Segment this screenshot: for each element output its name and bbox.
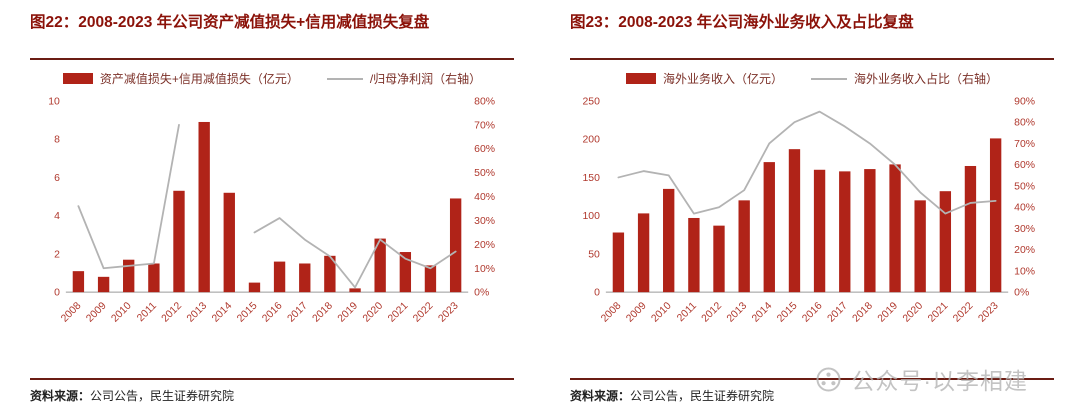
svg-text:2016: 2016 <box>800 300 824 324</box>
svg-text:150: 150 <box>582 173 600 184</box>
source-note: 资料来源：公司公告，民生证券研究院 <box>30 380 514 404</box>
svg-text:2008: 2008 <box>599 300 623 324</box>
line-swatch-icon <box>326 77 363 80</box>
svg-text:90%: 90% <box>1014 96 1035 107</box>
source-text: 公司公告，民生证券研究院 <box>630 389 775 403</box>
svg-text:0: 0 <box>594 288 600 299</box>
svg-text:2011: 2011 <box>675 300 699 324</box>
svg-text:60%: 60% <box>474 144 495 155</box>
svg-text:30%: 30% <box>474 216 495 227</box>
legend-item-line: 海外业务收入占比（右轴） <box>811 70 998 87</box>
legend-label: 海外业务收入占比（右轴） <box>854 72 999 86</box>
chart-title: 图23：2008-2023 年公司海外业务收入及占比复盘 <box>570 14 914 31</box>
line-swatch-icon <box>811 77 847 80</box>
chart-panel-impairment: 图22：2008-2023 年公司资产减值损失+信用减值损失复盘 资产减值损失+… <box>30 14 514 404</box>
svg-text:2020: 2020 <box>901 300 925 324</box>
svg-text:80%: 80% <box>1014 118 1035 129</box>
svg-text:0%: 0% <box>1014 288 1029 299</box>
svg-text:200: 200 <box>582 135 600 146</box>
legend-item-bars: 资产减值损失+信用减值损失（亿元） <box>62 70 299 87</box>
svg-text:2022: 2022 <box>411 300 435 324</box>
svg-text:2021: 2021 <box>386 300 410 324</box>
svg-text:2014: 2014 <box>750 300 774 324</box>
title-divider <box>30 58 514 60</box>
svg-text:2012: 2012 <box>700 300 724 324</box>
source-note: 资料来源：公司公告，民生证券研究院 <box>570 380 1054 404</box>
svg-text:40%: 40% <box>474 192 495 203</box>
title-divider <box>570 58 1054 60</box>
svg-text:50%: 50% <box>1014 181 1035 192</box>
svg-text:2018: 2018 <box>311 300 335 324</box>
svg-text:2017: 2017 <box>286 300 310 324</box>
legend-item-bars: 海外业务收入（亿元） <box>625 70 783 87</box>
svg-text:20%: 20% <box>474 240 495 251</box>
svg-text:0: 0 <box>54 288 60 299</box>
svg-text:2: 2 <box>54 249 60 260</box>
svg-text:100: 100 <box>582 211 600 222</box>
svg-text:2021: 2021 <box>926 300 950 324</box>
legend-label: 资产减值损失+信用减值损失（亿元） <box>99 72 299 86</box>
svg-text:2018: 2018 <box>851 300 875 324</box>
svg-text:80%: 80% <box>474 96 495 107</box>
svg-text:2023: 2023 <box>437 300 461 324</box>
svg-text:2019: 2019 <box>876 300 900 324</box>
footer-divider <box>30 378 514 380</box>
svg-text:70%: 70% <box>1014 139 1035 150</box>
svg-text:70%: 70% <box>474 120 495 131</box>
legend: 海外业务收入（亿元） 海外业务收入占比（右轴） <box>570 70 1054 87</box>
svg-text:30%: 30% <box>1014 224 1035 235</box>
legend: 资产减值损失+信用减值损失（亿元） /归母净利润（右轴） <box>30 70 514 87</box>
svg-text:2011: 2011 <box>135 300 159 324</box>
impairment-loss-chart: 0 2 4 6 8 10 0% 10% 20% 30% 40% 50% 60% 70% 80% 2008 200… <box>30 91 514 348</box>
bar-swatch-icon <box>62 73 93 84</box>
svg-text:2019: 2019 <box>336 300 360 324</box>
svg-text:2022: 2022 <box>951 300 975 324</box>
svg-text:40%: 40% <box>1014 203 1035 214</box>
source-label: 资料来源： <box>570 389 631 403</box>
source-text: 公司公告，民生证券研究院 <box>90 389 235 403</box>
svg-text:20%: 20% <box>1014 245 1035 256</box>
svg-text:10: 10 <box>48 96 60 107</box>
svg-text:10%: 10% <box>1014 266 1035 277</box>
chart-panel-overseas: 图23：2008-2023 年公司海外业务收入及占比复盘 海外业务收入（亿元） … <box>540 0 1080 418</box>
svg-text:2012: 2012 <box>160 300 184 324</box>
footer-divider <box>570 378 1054 380</box>
svg-text:2014: 2014 <box>210 300 234 324</box>
svg-text:10%: 10% <box>474 264 495 275</box>
svg-text:2017: 2017 <box>826 300 850 324</box>
source-label: 资料来源： <box>30 389 91 403</box>
svg-text:2016: 2016 <box>260 300 284 324</box>
svg-text:8: 8 <box>54 135 60 146</box>
svg-text:50: 50 <box>588 249 600 260</box>
svg-text:50%: 50% <box>474 168 495 179</box>
svg-text:2009: 2009 <box>624 300 648 324</box>
svg-text:2020: 2020 <box>361 300 385 324</box>
svg-text:4: 4 <box>54 211 60 222</box>
svg-text:60%: 60% <box>1014 160 1035 171</box>
svg-text:2010: 2010 <box>650 300 674 324</box>
svg-text:2009: 2009 <box>84 300 108 324</box>
legend-item-line: /归母净利润（右轴） <box>326 70 482 87</box>
bar-swatch-icon <box>625 73 656 84</box>
legend-label: /归母净利润（右轴） <box>369 72 482 86</box>
svg-text:2013: 2013 <box>185 300 209 324</box>
svg-text:2015: 2015 <box>775 300 799 324</box>
svg-text:0%: 0% <box>474 288 489 299</box>
svg-text:6: 6 <box>54 173 60 184</box>
svg-text:2015: 2015 <box>235 300 259 324</box>
svg-text:2010: 2010 <box>110 300 134 324</box>
svg-text:2013: 2013 <box>725 300 749 324</box>
overseas-revenue-chart: 0 50 100 150 200 250 0% 10% 20% 30% 40% 50% 60% 70% 80… <box>570 91 1054 348</box>
svg-text:250: 250 <box>582 96 600 107</box>
svg-text:2023: 2023 <box>977 300 1001 324</box>
legend-label: 海外业务收入（亿元） <box>662 72 783 86</box>
svg-text:2008: 2008 <box>59 300 83 324</box>
chart-title: 图22：2008-2023 年公司资产减值损失+信用减值损失复盘 <box>30 14 430 31</box>
